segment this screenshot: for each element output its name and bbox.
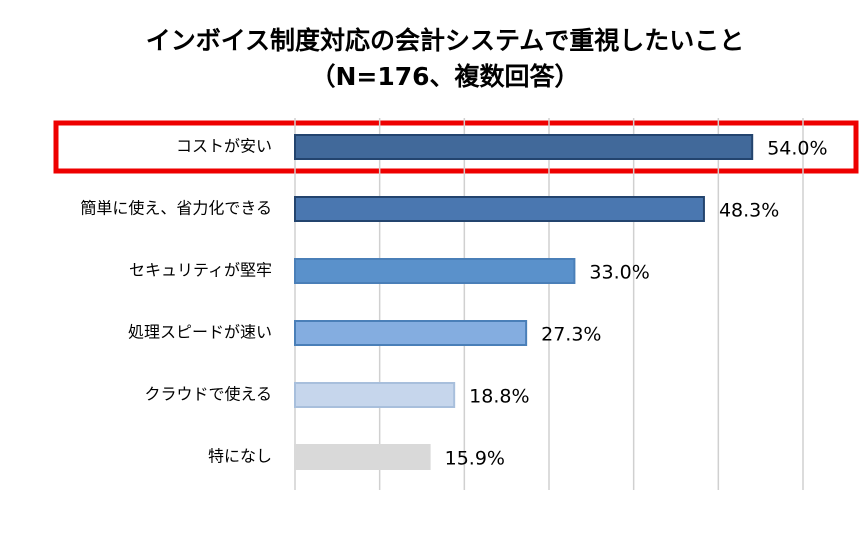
value-label: 54.0% [767,138,827,160]
category-label: コストが安い [176,137,272,156]
bar [294,196,705,222]
category-label: 簡単に使え、省力化できる [80,199,272,218]
chart-title: インボイス制度対応の会計システムで重視したいこと [146,26,745,55]
bar [294,382,456,408]
bar [294,134,754,160]
value-label: 15.9% [445,448,505,470]
value-label: 33.0% [589,262,649,284]
category-label: 処理スピードが速い [128,323,272,342]
category-label: 特になし [208,447,272,466]
value-label: 48.3% [719,200,779,222]
bar [294,444,431,470]
category-label: クラウドで使える [144,385,272,404]
value-label: 18.8% [469,386,529,408]
chart-subtitle: （N=176、複数回答） [310,62,579,91]
category-label: セキュリティが堅牢 [129,261,272,280]
bar [294,320,528,346]
bar [294,258,576,284]
value-label: 27.3% [541,324,601,346]
highlight-box [53,120,859,174]
